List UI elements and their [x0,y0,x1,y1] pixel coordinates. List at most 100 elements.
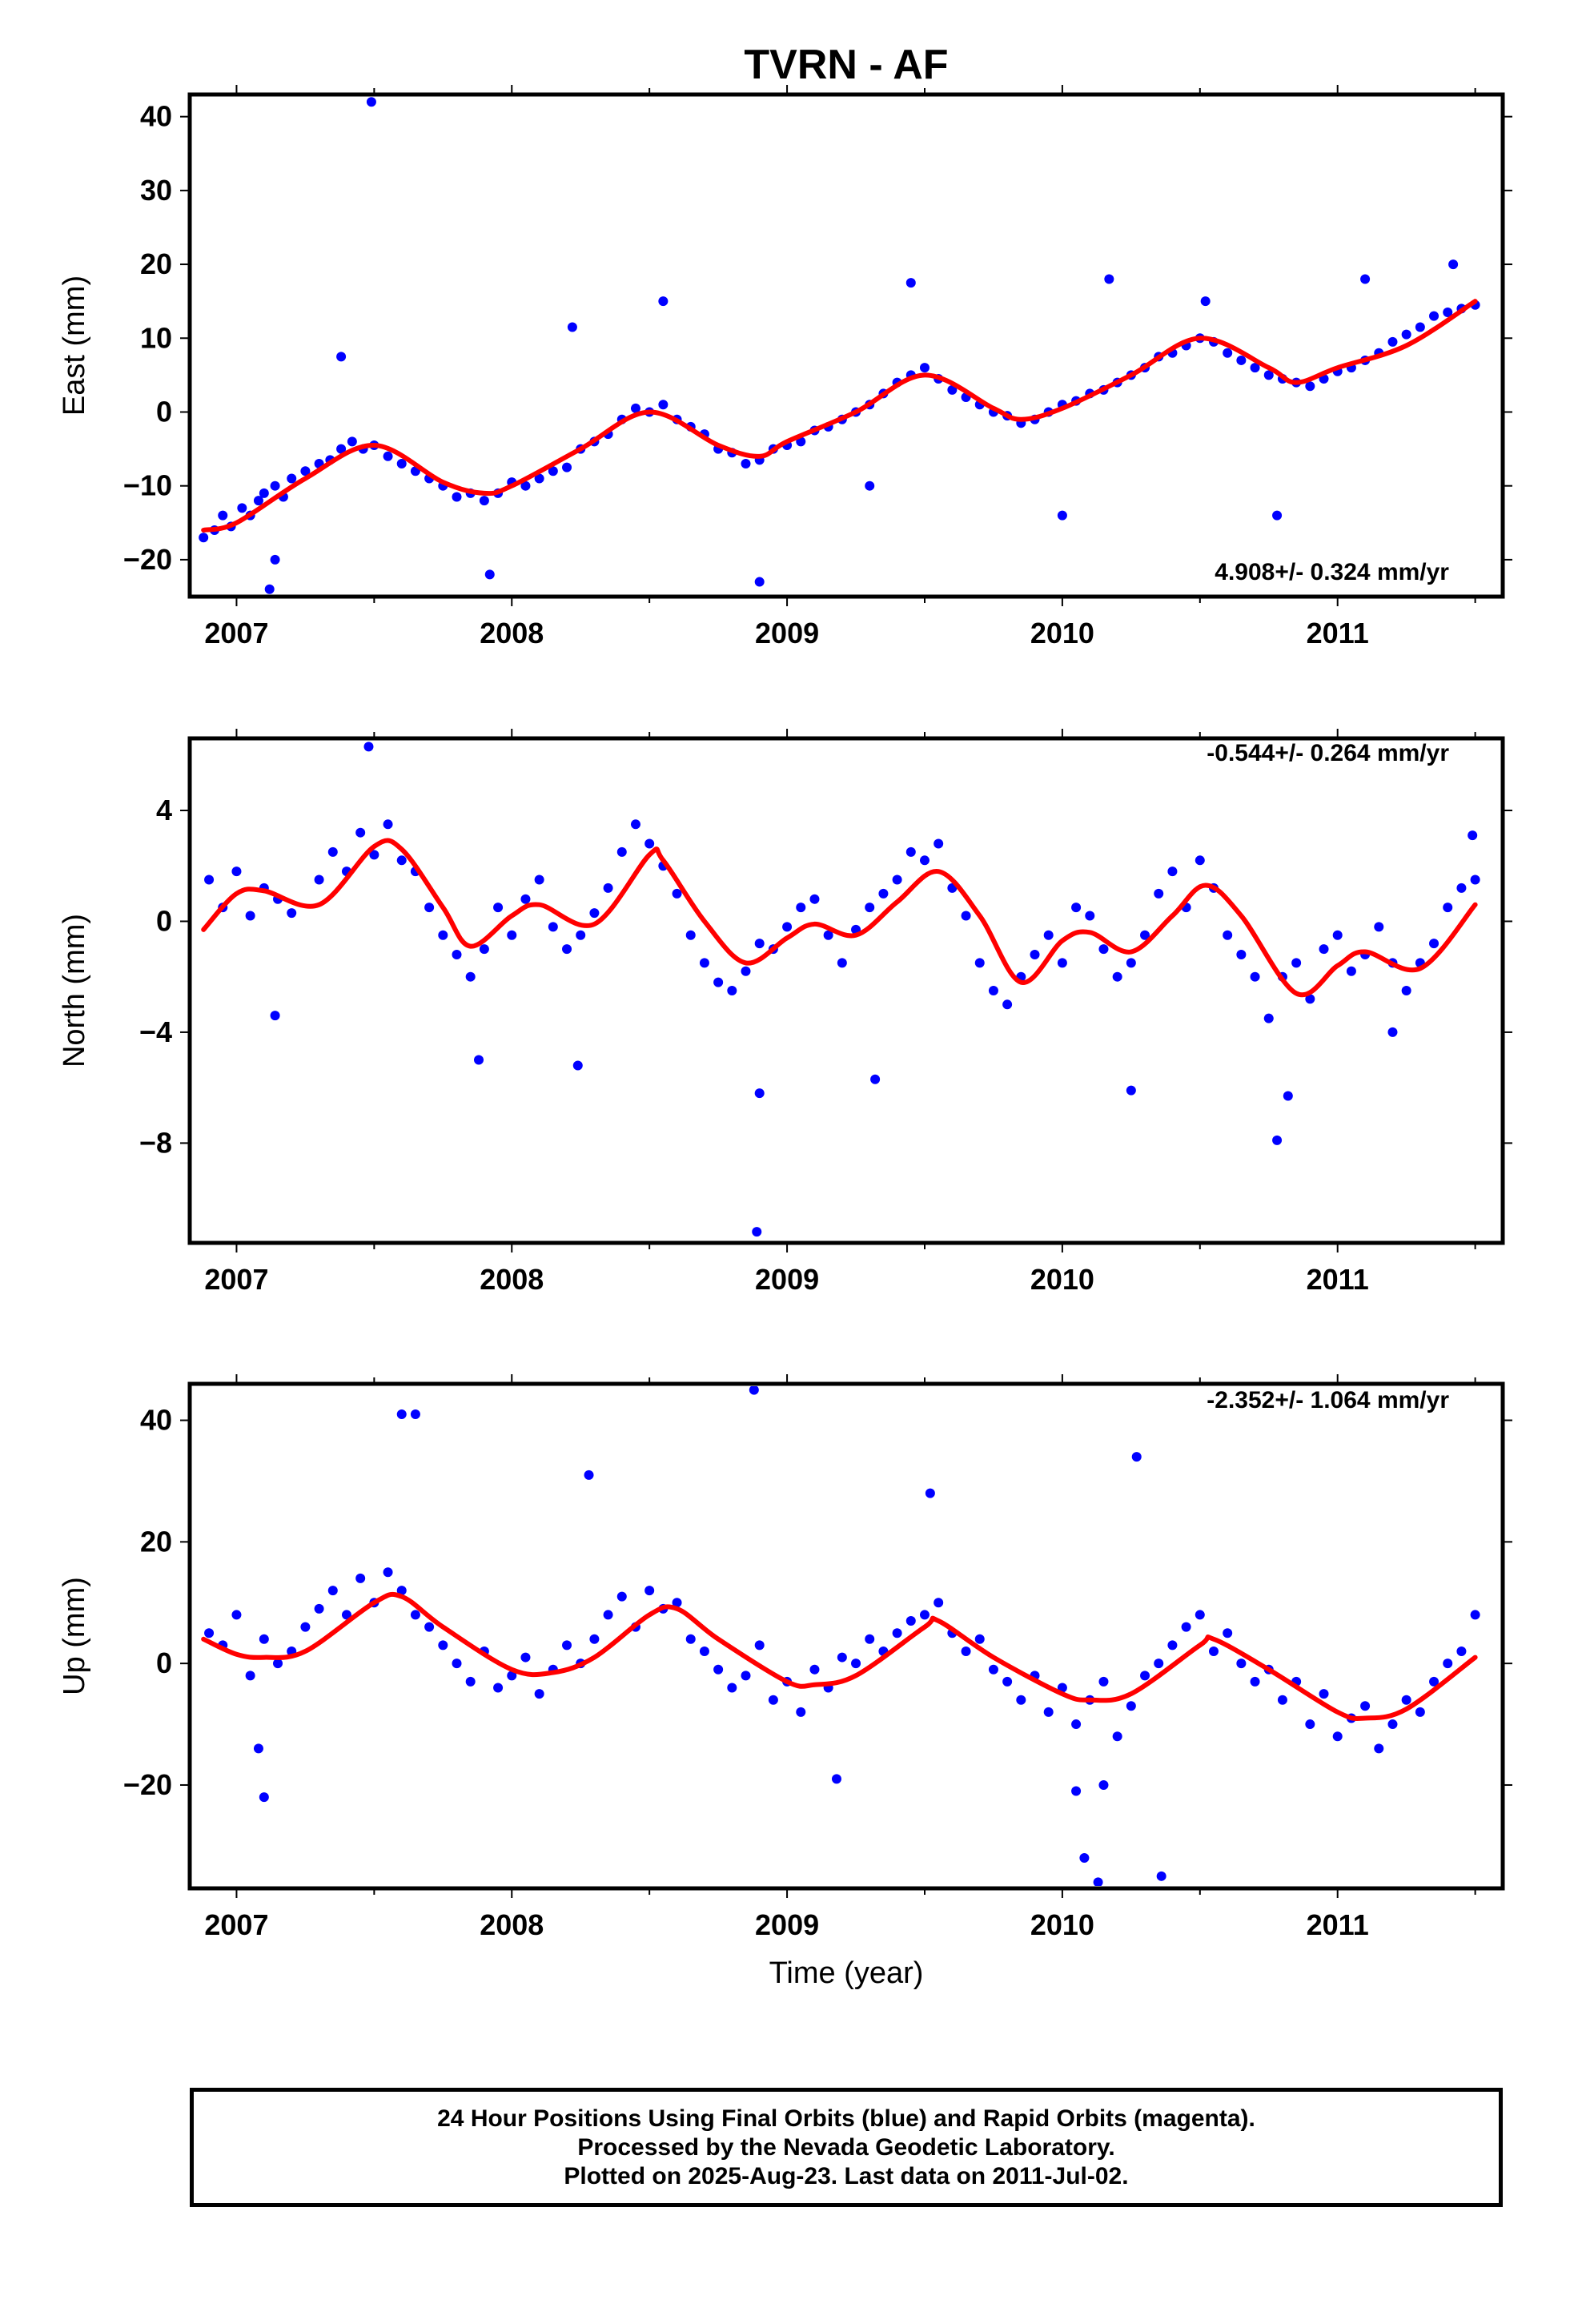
y-tick-label: 40 [140,100,172,133]
data-point [270,1011,280,1021]
data-point [1272,1135,1283,1145]
data-point [396,1586,407,1596]
data-point [851,1659,861,1669]
data-point [1030,950,1040,959]
data-point [796,1707,806,1717]
data-point [905,278,916,288]
data-point [327,1586,338,1596]
y-tick-label: 0 [156,1647,172,1679]
data-point [919,363,930,373]
model-fit-line [201,1591,1478,1722]
data-point [253,1743,263,1754]
y-tick-label: 20 [140,247,172,280]
x-tick-label: 2007 [204,617,268,649]
data-point [837,958,847,968]
data-point [919,855,930,866]
data-point [1443,308,1453,318]
data-point [1305,994,1315,1004]
data-point [749,1386,759,1395]
data-point [264,584,275,594]
data-point [1415,1707,1425,1717]
data-point [562,1640,572,1651]
data-point [1456,883,1467,893]
data-point [699,958,709,968]
plot-frame [187,1381,1505,1891]
data-point [383,451,393,461]
data-point [754,1640,765,1651]
data-point [273,1659,283,1669]
data-point [1223,930,1233,940]
x-tick-label: 2011 [1307,617,1369,649]
data-point [204,1628,215,1638]
x-tick-label: 2011 [1307,1263,1369,1296]
data-point [1156,1871,1166,1881]
y-tick-label: −20 [123,543,172,576]
data-point [809,894,820,904]
data-point [493,1683,504,1693]
data-point [1112,1731,1122,1742]
data-point [1332,930,1343,940]
data-point [300,466,311,476]
data-point [741,1671,751,1681]
data-point [534,473,544,484]
data-point [870,1074,881,1084]
data-point [685,930,696,940]
data-point [1093,1877,1103,1886]
data-layer [201,742,1480,1237]
x-tick-label: 2010 [1030,1263,1094,1296]
data-point [1071,1786,1082,1796]
y-tick-label: 20 [140,1525,172,1558]
data-point [245,1671,255,1681]
data-point [259,1634,269,1644]
data-point [465,971,476,982]
data-point [259,1792,269,1803]
data-point [259,488,269,498]
data-point [905,846,916,857]
data-point [961,911,971,921]
data-point [1319,944,1329,955]
x-tick-label: 2009 [755,1908,819,1941]
data-point [1131,1452,1142,1462]
velocity-rate-label: -0.544+/- 0.264 mm/yr [1207,740,1449,766]
data-point [1126,1701,1136,1711]
data-point [754,1088,765,1099]
data-point [878,888,889,899]
data-point [237,503,247,513]
data-point [1098,1779,1109,1790]
footer-line-3: Plotted on 2025-Aug-23. Last data on 201… [564,2162,1129,2189]
data-point [1443,903,1453,913]
data-point [1002,999,1013,1010]
data-point [424,903,435,913]
data-point [1057,510,1067,521]
data-point [336,444,347,454]
data-point [919,1610,930,1620]
x-tick-label: 2008 [480,1263,544,1296]
data-point [474,1055,484,1065]
data-point [672,888,682,899]
data-point [1263,370,1274,380]
data-point [493,903,504,913]
x-tick-label: 2009 [755,617,819,649]
y-tick-label: −4 [139,1015,172,1048]
data-point [1250,1676,1260,1687]
data-point [300,1622,311,1632]
data-point [988,1664,998,1675]
data-point [424,1622,435,1632]
data-point [865,480,875,491]
data-point [548,922,558,932]
data-point [1387,1027,1398,1037]
x-tick-label: 2010 [1030,1908,1094,1941]
y-tick-label: −8 [139,1126,172,1159]
data-point [253,496,263,506]
data-point [231,866,242,877]
data-point [1200,296,1211,307]
data-point [1154,1659,1164,1669]
data-point [452,492,462,502]
data-point [934,1598,944,1608]
data-point [1140,930,1150,940]
data-point [341,1610,351,1620]
data-point [1126,1085,1136,1096]
data-layer [201,1386,1480,1886]
y-tick-label: −20 [123,1768,172,1801]
